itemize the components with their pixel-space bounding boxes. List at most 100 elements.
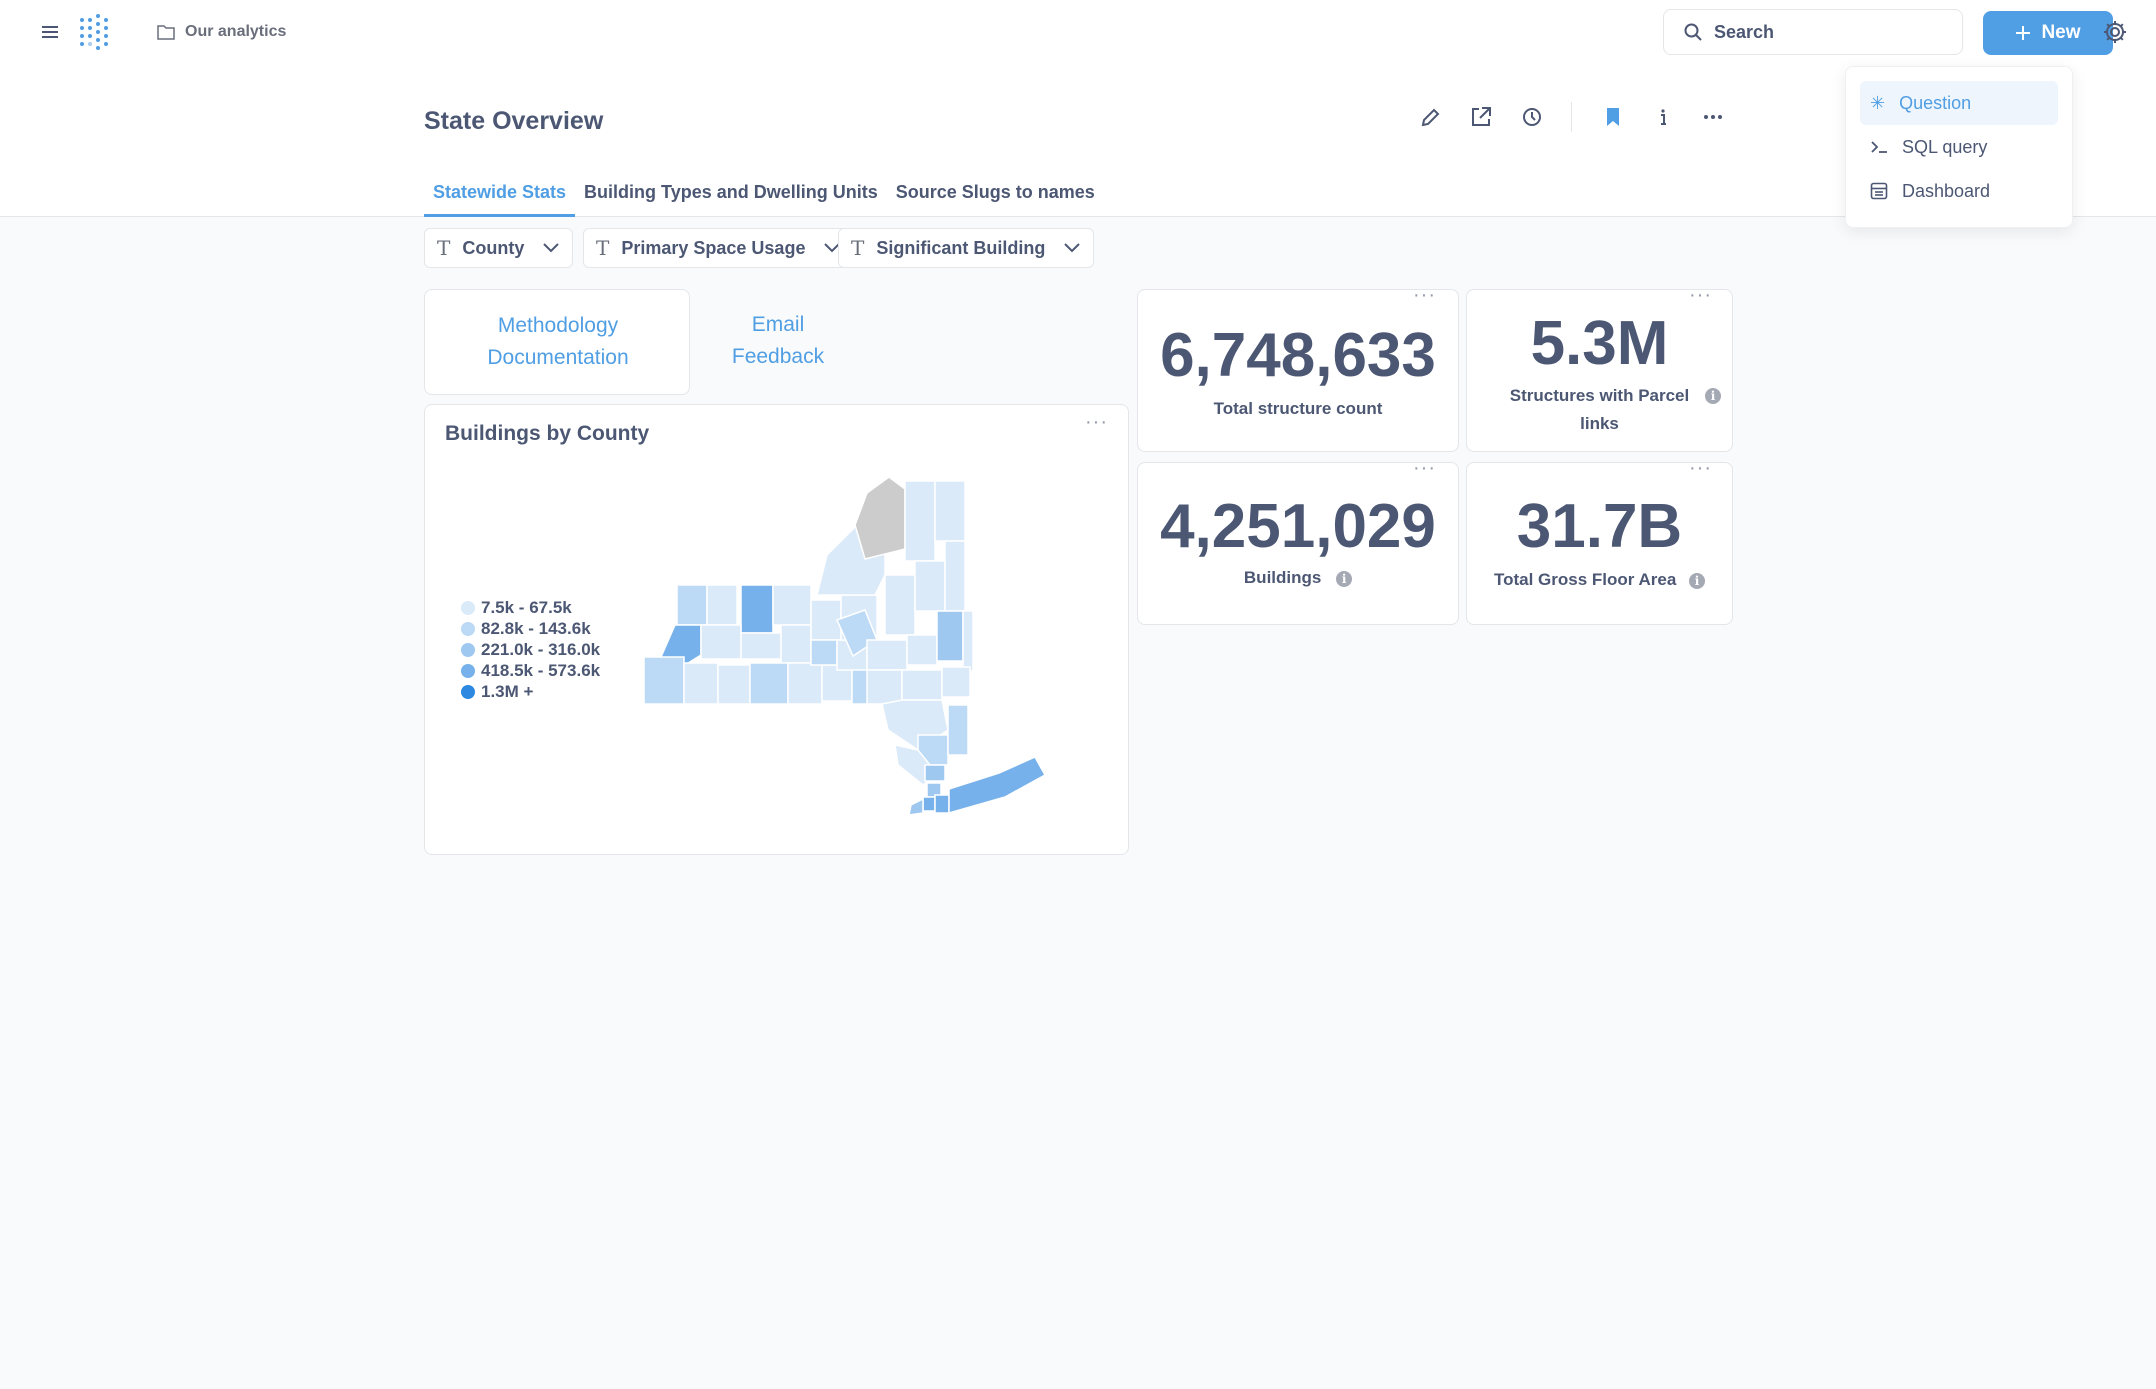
hamburger-menu-icon[interactable] [38,20,62,44]
search-input[interactable]: Search [1663,9,1963,55]
chevron-down-icon [543,243,560,253]
info-icon[interactable]: i [1705,388,1721,404]
map-legend: 7.5k - 67.5k 82.8k - 143.6k 221.0k - 316… [461,597,600,702]
legend-swatch [461,642,475,657]
menu-item-question[interactable]: ✳ Question [1860,81,2058,125]
county-region [717,664,751,705]
stat-label-text: Buildings [1243,568,1322,587]
metabase-logo-icon[interactable] [76,12,112,50]
legend-swatch [461,621,475,636]
filter-county[interactable]: T County [424,228,574,268]
new-button[interactable]: New [1983,11,2113,55]
plus-icon [2016,26,2031,40]
county-region [884,574,916,636]
info-icon[interactable]: i [1336,570,1353,587]
stat-value: 4,251,029 [1160,492,1436,561]
info-icon[interactable]: i [1689,572,1706,589]
pencil-icon[interactable] [1418,104,1444,130]
county-region [700,624,742,660]
text-type-icon: T [596,236,610,260]
methodology-link-line2: Documentation [487,346,629,369]
county-region [948,756,1047,814]
county-region [924,764,946,782]
county-region [683,662,719,705]
menu-item-dashboard[interactable]: Dashboard [1860,169,2058,213]
info-icon[interactable] [1650,104,1676,130]
county-region [854,476,906,560]
bookmark-icon[interactable] [1600,104,1626,130]
chevron-down-icon [824,243,841,253]
card-menu-icon[interactable]: ··· [1413,457,1436,479]
legend-label: 1.3M + [481,681,534,701]
county-region [749,662,789,705]
email-feedback-link[interactable]: Email Feedback [698,309,858,373]
stat-label-line1: Structures with Parcel [1509,386,1690,405]
county-region [706,584,738,626]
card-menu-icon[interactable]: ··· [1085,411,1108,433]
county-region [936,610,964,662]
chevron-down-icon [1064,243,1081,253]
filter-label: County [462,237,525,258]
page-title: State Overview [424,107,604,135]
new-menu-dropdown: ✳ Question SQL query Dashboard [1845,66,2073,228]
stat-label: Total structure count [1213,399,1383,418]
sparkle-icon: ✳ [1870,93,1886,113]
county-region [866,639,908,671]
methodology-card: Methodology Documentation [424,289,690,395]
legend-label: 7.5k - 67.5k [481,597,572,617]
stat-label: Buildings i [1138,564,1458,592]
buildings-card: ··· 4,251,029 Buildings i [1137,457,1459,625]
menu-item-sql-query[interactable]: SQL query [1860,125,2058,169]
tab-source-slugs[interactable]: Source Slugs to names [895,182,1095,202]
card-menu-icon[interactable]: ··· [1413,284,1436,306]
county-region [944,540,966,612]
county-region [772,584,812,626]
new-button-label: New [2041,22,2081,43]
search-icon [1684,23,1702,41]
county-region [643,656,685,705]
stat-value: 6,748,633 [1160,321,1436,390]
county-region [740,632,782,660]
share-icon[interactable] [1468,104,1494,130]
legend-item: 82.8k - 143.6k [461,618,600,639]
legend-item: 221.0k - 316.0k [461,639,600,660]
terminal-icon [1871,141,1887,153]
legend-label: 418.5k - 573.6k [481,660,601,680]
tab-building-types[interactable]: Building Types and Dwelling Units [584,182,878,202]
legend-swatch [461,663,475,678]
legend-swatch [461,600,475,615]
county-region [676,584,708,626]
email-link-line2: Feedback [731,345,825,368]
methodology-link[interactable]: Methodology Documentation [425,310,691,374]
card-menu-icon[interactable]: ··· [1689,284,1712,306]
tab-statewide-stats[interactable]: Statewide Stats [424,176,576,217]
stat-value: 31.7B [1516,492,1683,561]
top-nav: Our analytics Search New [0,0,2156,64]
county-region [934,794,950,814]
filter-primary-space-usage[interactable]: T Primary Space Usage [583,228,855,268]
county-region [659,624,702,666]
county-region [866,669,903,705]
county-region [922,796,936,812]
card-menu-icon[interactable]: ··· [1689,457,1712,479]
stat-label-line2: links [1580,414,1619,433]
breadcrumb-label: Our analytics [185,23,287,40]
legend-label: 82.8k - 143.6k [481,618,591,638]
history-icon[interactable] [1519,104,1545,130]
more-options-icon[interactable] [1700,104,1726,130]
county-region [906,634,938,666]
county-region [914,560,946,612]
county-region [941,666,971,698]
legend-label: 221.0k - 316.0k [481,639,601,659]
gear-icon[interactable] [2102,19,2128,45]
stat-value: 5.3M [1530,309,1669,378]
filter-significant-building[interactable]: T Significant Building [838,228,1095,268]
stat-label-text: Total Gross Floor Area [1493,570,1677,589]
dashboard-header [0,64,2156,217]
filter-label: Primary Space Usage [621,237,806,258]
new-york-county-map[interactable] [425,405,1130,856]
breadcrumb[interactable]: Our analytics [157,20,286,44]
county-region [901,669,943,701]
county-region [934,480,966,542]
buildings-by-county-card: Buildings by County ··· 7.5k - 67.5k 82.… [424,404,1129,855]
